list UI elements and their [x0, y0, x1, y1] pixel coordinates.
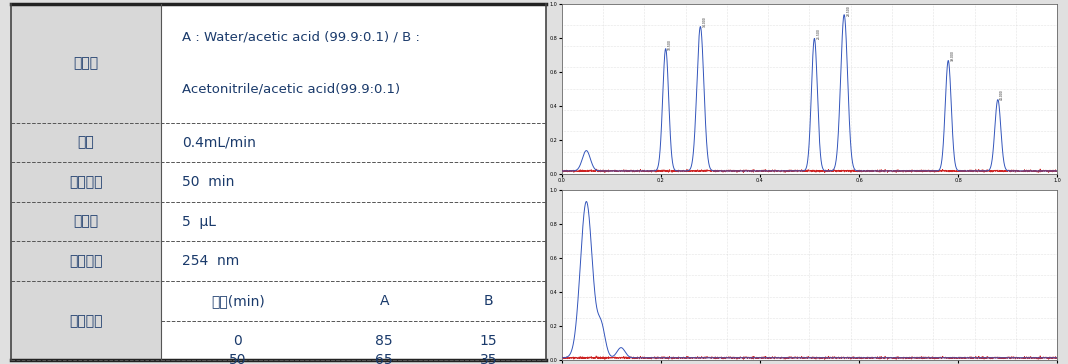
Text: A : Water/acetic acid (99.9:0.1) / B :: A : Water/acetic acid (99.9:0.1) / B :	[182, 31, 420, 43]
Text: 65: 65	[375, 353, 393, 364]
Text: 주입량: 주입량	[73, 215, 98, 229]
Text: 유속: 유속	[77, 135, 94, 149]
Bar	[11, 162, 160, 202]
Text: 50  min: 50 min	[182, 175, 234, 189]
Text: 검출파장: 검출파장	[69, 254, 103, 268]
Bar	[11, 4, 160, 123]
Text: 시간(min): 시간(min)	[210, 294, 265, 308]
Bar	[11, 202, 160, 241]
Text: 28.500: 28.500	[847, 5, 850, 16]
Bar	[160, 4, 546, 123]
Text: 35: 35	[480, 353, 497, 364]
Text: 39.000: 39.000	[951, 51, 955, 62]
Text: 0: 0	[233, 333, 242, 348]
Text: 분석시간: 분석시간	[69, 175, 103, 189]
Text: Acetonitrile/acetic acid(99.9:0.1): Acetonitrile/acetic acid(99.9:0.1)	[182, 83, 400, 96]
Text: 이동상: 이동상	[73, 56, 98, 70]
Bar	[160, 241, 546, 281]
Text: B: B	[484, 294, 493, 308]
Bar	[160, 202, 546, 241]
Text: 50: 50	[229, 353, 247, 364]
Text: 5  μL: 5 μL	[182, 215, 216, 229]
Text: 15: 15	[480, 333, 497, 348]
Bar	[11, 281, 160, 360]
Text: 85: 85	[375, 333, 393, 348]
Text: 254  nm: 254 nm	[182, 254, 239, 268]
Text: 분석조건: 분석조건	[69, 314, 103, 328]
Text: 14.000: 14.000	[703, 17, 707, 27]
Bar	[11, 241, 160, 281]
Bar	[160, 162, 546, 202]
Text: 10.500: 10.500	[669, 39, 672, 50]
Text: A: A	[379, 294, 389, 308]
Bar	[160, 321, 546, 360]
Bar	[160, 281, 546, 321]
Bar	[160, 123, 546, 162]
Text: 25.500: 25.500	[817, 28, 821, 39]
Bar	[11, 123, 160, 162]
Text: 44.000: 44.000	[1001, 90, 1004, 100]
Text: 0.4mL/min: 0.4mL/min	[182, 135, 256, 149]
